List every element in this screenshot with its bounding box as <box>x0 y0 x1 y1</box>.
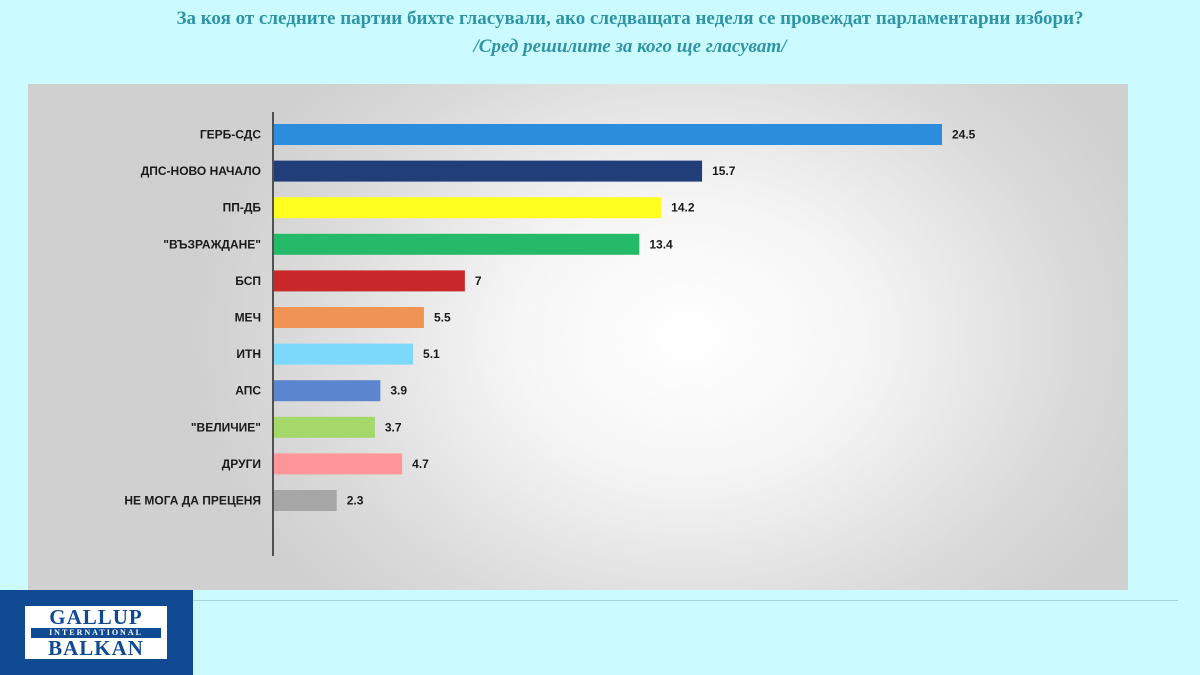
value-label: 3.7 <box>385 420 402 434</box>
logo-word-gallup: GALLUP <box>49 605 143 629</box>
bar <box>274 270 465 292</box>
chart-panel: ГЕРБ-СДС 24.5 ДПС-НОВО НАЧАЛО 15.7 ПП-ДБ 14.2… <box>28 84 1128 590</box>
bar <box>274 453 403 475</box>
value-label: 5.1 <box>423 347 440 361</box>
divider-line <box>193 600 1178 601</box>
bar <box>274 307 424 328</box>
category-label: АПС <box>235 384 261 398</box>
bar <box>274 416 375 438</box>
category-label: МЕЧ <box>235 311 261 325</box>
gallup-balkan-logo: GALLUP INTERNATIONAL BALKAN <box>0 590 193 675</box>
category-label: ДРУГИ <box>222 457 261 471</box>
value-label: 14.2 <box>671 201 695 215</box>
bar <box>274 197 662 219</box>
category-label: БСП <box>235 274 261 288</box>
category-label: ГЕРБ-СДС <box>200 128 261 142</box>
category-label: ИТН <box>236 347 261 361</box>
category-label: "ВЕЛИЧИЕ" <box>191 420 261 434</box>
chart-subtitle: /Сред решилите за кого ще гласуват/ <box>473 36 787 57</box>
value-label: 15.7 <box>712 164 736 178</box>
value-label: 7 <box>475 274 482 288</box>
bar <box>274 343 414 365</box>
chart-title: За коя от следните партии бихте гласувал… <box>176 8 1084 29</box>
bar-chart: ГЕРБ-СДС 24.5 ДПС-НОВО НАЧАЛО 15.7 ПП-ДБ 14.2… <box>124 112 976 556</box>
logo-word-balkan: BALKAN <box>48 636 144 660</box>
bar <box>274 490 337 511</box>
value-label: 2.3 <box>347 494 364 508</box>
bar <box>274 380 381 402</box>
value-label: 5.5 <box>434 311 451 325</box>
value-label: 4.7 <box>412 457 429 471</box>
category-label: НЕ МОГА ДА ПРЕЦЕНЯ <box>124 494 261 508</box>
bar <box>274 160 703 182</box>
category-label: ПП-ДБ <box>223 201 262 215</box>
bar <box>274 124 942 145</box>
value-label: 24.5 <box>952 128 976 142</box>
logo-word-international: INTERNATIONAL <box>31 628 161 638</box>
category-label: ДПС-НОВО НАЧАЛО <box>141 164 261 178</box>
value-label: 13.4 <box>649 237 673 251</box>
value-label: 3.9 <box>390 384 407 398</box>
bar <box>274 233 640 255</box>
category-label: "ВЪЗРАЖДАНЕ" <box>163 237 261 251</box>
logo-box: GALLUP INTERNATIONAL BALKAN <box>25 606 167 659</box>
